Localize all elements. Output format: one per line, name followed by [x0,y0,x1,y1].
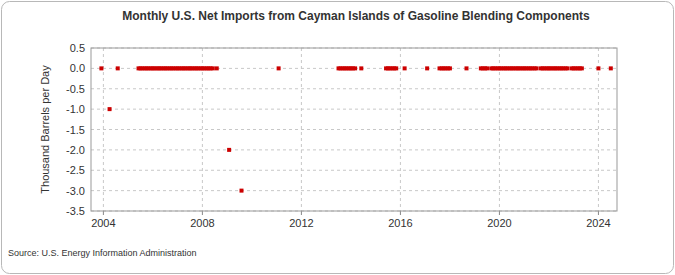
tick-mark [499,211,500,215]
tick-label: 0.0 [70,62,85,74]
point [215,66,219,70]
tick-mark [301,211,302,215]
grid-line [400,48,401,211]
grid-line [301,48,302,211]
point [403,66,407,70]
grid-line [91,170,617,171]
tick-label: 2008 [190,217,214,229]
point [108,107,112,111]
tick-label: 0.5 [70,42,85,54]
grid-line [91,88,617,89]
point [211,66,215,70]
tick-mark [598,211,599,215]
marks [99,66,612,192]
tick-label: 2016 [388,217,412,229]
tick-label: -1.5 [66,124,85,136]
point [425,66,429,70]
tick-mark [400,211,401,215]
source: Source: U.S. Energy Information Administ… [8,248,197,258]
point [596,66,600,70]
point [394,66,398,70]
frame [2,2,674,274]
grid-line [499,48,500,211]
grid-line [91,149,617,150]
point [116,66,120,70]
point [99,66,103,70]
point [353,66,357,70]
tick-label: -2.5 [66,164,85,176]
tick-label: -0.5 [66,83,85,95]
tick-label: 2012 [289,217,313,229]
point [448,66,452,70]
tick-mark [202,211,203,215]
point [465,66,469,70]
grid-line [91,129,617,130]
point [535,66,539,70]
chart: Monthly U.S. Net Imports from Cayman Isl… [0,0,675,275]
grid-line [91,190,617,191]
grid-line [598,48,599,211]
axis-title: Thousand Barrels per Day [39,65,51,194]
point [609,66,613,70]
grid-line [103,48,104,211]
point [277,66,281,70]
title: Monthly U.S. Net Imports from Cayman Isl… [122,9,590,23]
point [227,148,231,152]
tick-label: 2024 [586,217,610,229]
tick-label: 2004 [91,217,115,229]
tick-label: 2020 [487,217,511,229]
point [580,66,584,70]
plot-frame [91,48,617,211]
grid-line [202,48,203,211]
tick-label: -2.0 [66,144,85,156]
grid-line [91,109,617,110]
point [485,66,489,70]
point [565,66,569,70]
tick-label: -1.0 [66,103,85,115]
tick-label: -3.5 [66,205,85,217]
tick-mark [103,211,104,215]
tick-label: -3.0 [66,185,85,197]
point [239,189,243,193]
point [359,66,363,70]
plot-area [91,48,617,211]
